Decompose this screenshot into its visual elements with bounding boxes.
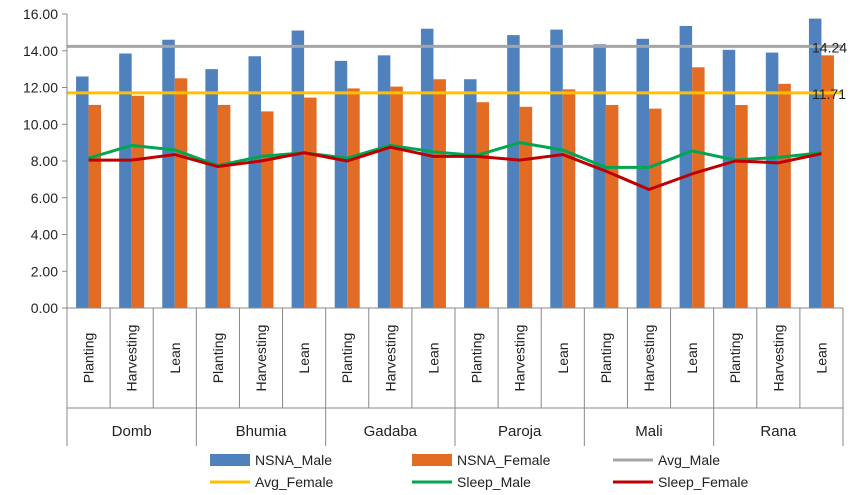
x-tick-label-17: Lean	[813, 342, 829, 373]
group-label-1: Bhumia	[236, 423, 288, 440]
x-tick-label-5: Lean	[296, 342, 312, 373]
legend-swatch-nsna-female	[412, 454, 452, 466]
bar-nsna-female-5	[304, 97, 317, 308]
bar-nsna-female-0	[88, 104, 102, 309]
bar-layer	[76, 18, 834, 309]
bar-nsna-male-17	[808, 18, 822, 309]
bar-nsna-female-15	[735, 104, 748, 309]
x-tick-label-3: Planting	[210, 333, 226, 384]
legend-label-sleep-male: Sleep_Male	[457, 474, 531, 490]
bar-nsna-female-4	[261, 111, 274, 308]
axes: 0.00 2.00 4.00 6.00 8.00 10.00 12.00 14.00 16.00…	[23, 6, 844, 446]
x-tick-label-14: Lean	[684, 342, 700, 373]
bar-nsna-male-2	[162, 39, 175, 308]
bar-nsna-female-9	[476, 102, 490, 308]
bar-nsna-female-17	[821, 55, 834, 309]
bar-nsna-female-3	[217, 104, 231, 309]
y-tick-label-2: 4.00	[31, 227, 58, 243]
legend-label-nsna-male: NSNA_Male	[255, 452, 332, 468]
y-tick-label-0: 0.00	[31, 300, 58, 316]
legend-label-sleep-female: Sleep_Female	[658, 474, 748, 490]
line-sleep-female	[88, 145, 822, 191]
y-tick-label-6: 12.00	[23, 80, 58, 96]
bar-nsna-male-14	[679, 25, 693, 308]
reference-line-layer	[67, 44, 843, 95]
bar-nsna-male-0	[76, 76, 89, 308]
legend: NSNA_Male NSNA_Female Avg_Male Avg_Female Sl…	[210, 452, 748, 490]
bar-nsna-female-10	[519, 106, 533, 308]
bar-nsna-male-8	[420, 28, 434, 308]
x-tick-label-1: Harvesting	[124, 325, 140, 392]
bar-nsna-male-16	[765, 52, 779, 309]
group-label-5: Rana	[760, 423, 797, 440]
x-tick-label-8: Lean	[425, 342, 441, 373]
group-label-4: Mali	[635, 423, 663, 440]
y-tick-label-1: 2.00	[31, 263, 58, 279]
x-tick-label-4: Harvesting	[253, 325, 269, 392]
bar-nsna-male-5	[291, 30, 305, 308]
bar-nsna-male-3	[205, 69, 218, 309]
bar-nsna-male-15	[722, 49, 736, 308]
y-tick-label-3: 6.00	[31, 190, 58, 206]
x-tick-label-10: Harvesting	[512, 325, 528, 392]
bar-nsna-female-12	[605, 104, 619, 309]
y-tick-label-8: 16.00	[23, 6, 58, 22]
legend-swatch-nsna-male	[210, 454, 250, 466]
bar-nsna-female-8	[433, 79, 446, 308]
bar-nsna-female-1	[131, 95, 145, 309]
bar-nsna-male-9	[464, 79, 477, 308]
line-layer	[88, 141, 822, 191]
bar-nsna-female-6	[347, 88, 360, 308]
bar-nsna-female-14	[692, 67, 705, 308]
bar-nsna-male-4	[248, 56, 261, 309]
annotation-avg-female: 11.71	[812, 86, 846, 102]
group-label-3: Paroja	[498, 423, 542, 440]
bar-nsna-male-11	[550, 29, 563, 309]
y-tick-label-7: 14.00	[23, 43, 58, 59]
bar-nsna-male-6	[334, 60, 348, 308]
y-tick-label-5: 10.00	[23, 116, 58, 132]
x-tick-label-7: Harvesting	[382, 325, 398, 392]
legend-label-nsna-female: NSNA_Female	[457, 452, 551, 468]
legend-label-avg-male: Avg_Male	[658, 452, 720, 468]
bar-nsna-male-12	[593, 44, 606, 308]
annotation-avg-male: 14.24	[812, 39, 847, 55]
x-tick-label-16: Harvesting	[770, 325, 786, 392]
x-tick-label-2: Lean	[167, 342, 183, 373]
x-tick-label-13: Harvesting	[641, 325, 657, 392]
x-tick-label-6: Planting	[339, 333, 355, 384]
y-tick-label-4: 8.00	[31, 153, 58, 169]
x-tick-label-15: Planting	[727, 333, 743, 384]
group-label-2: Gadaba	[364, 423, 418, 440]
bar-nsna-male-13	[636, 38, 649, 309]
bar-nsna-female-16	[778, 83, 791, 308]
legend-label-avg-female: Avg_Female	[255, 474, 334, 490]
x-tick-label-9: Planting	[469, 333, 485, 384]
bar-nsna-female-2	[174, 78, 188, 308]
bar-nsna-female-11	[562, 89, 576, 308]
bar-nsna-male-10	[507, 35, 520, 308]
annotation-layer: 14.24 11.71	[812, 39, 847, 101]
bar-nsna-male-1	[119, 53, 132, 309]
bar-nsna-female-13	[649, 108, 662, 308]
bar-nsna-female-7	[390, 86, 403, 308]
x-tick-label-12: Planting	[598, 333, 614, 384]
group-label-0: Domb	[112, 423, 152, 440]
bar-nsna-male-7	[377, 55, 391, 309]
x-tick-label-11: Lean	[555, 342, 571, 373]
x-tick-label-0: Planting	[81, 333, 97, 384]
